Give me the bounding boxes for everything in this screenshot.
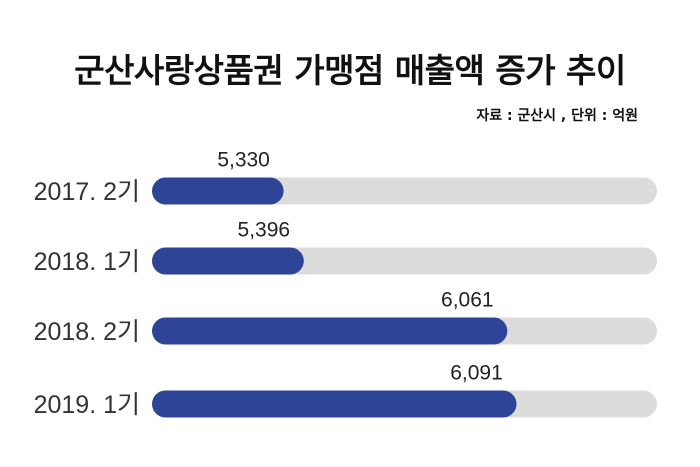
- value-label: 6,061: [441, 289, 494, 312]
- source-note: 자료 : 군산시 , 단위 : 억원: [476, 108, 638, 124]
- value-label: 5,396: [238, 219, 291, 242]
- category-label: 2018. 2기: [34, 318, 140, 346]
- category-label: 2017. 2기: [34, 178, 140, 206]
- category-label: 2019. 1기: [34, 391, 140, 419]
- bar: [152, 177, 284, 205]
- bar: [152, 317, 508, 345]
- value-label: 6,091: [450, 362, 503, 385]
- category-label: 2018. 1기: [34, 248, 140, 276]
- chart-title: 군산사랑상품권 가맹점 매출액 증가 추이: [74, 51, 626, 90]
- bar: [152, 390, 517, 418]
- bar: [152, 247, 304, 275]
- value-label: 5,330: [217, 149, 270, 172]
